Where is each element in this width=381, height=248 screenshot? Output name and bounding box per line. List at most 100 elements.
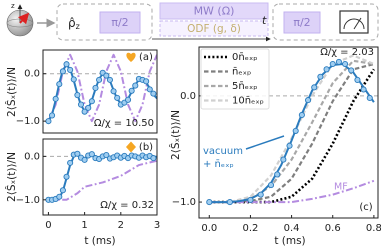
data-point	[366, 94, 373, 102]
pulse-label: π/2	[111, 16, 128, 29]
legend-label: 10n̄ₑₓₚ	[232, 96, 264, 107]
data-point	[103, 152, 110, 159]
y-axis-label: 2⟨Ŝₓ(t)⟩/N	[5, 152, 18, 202]
detector-icon	[339, 10, 369, 34]
data-point	[150, 90, 157, 97]
x-tick-label: 1	[81, 220, 87, 231]
data-point	[311, 84, 318, 91]
data-point	[150, 155, 157, 162]
y-tick-label: 0.0	[24, 69, 40, 80]
vacuum-label: vacuum	[203, 146, 243, 157]
legend-box	[200, 48, 270, 110]
y-axis-label: 2⟨Ŝₓ(t)⟩/N	[169, 110, 182, 160]
pulse-label: π/2	[293, 16, 310, 29]
y-axis-label: 2⟨Ŝₓ(t)⟩/N	[5, 67, 18, 117]
heart-icon	[126, 52, 136, 62]
data-point	[280, 156, 287, 163]
annotation: Ω/χ = 2.03	[320, 47, 374, 58]
vacuum-label: + n̄ₑₓₚ	[203, 159, 234, 170]
data-point	[52, 95, 59, 102]
x-tick-label: 0	[45, 220, 51, 231]
data-point	[59, 187, 66, 194]
mf-label: MF	[334, 182, 348, 193]
data-point	[132, 82, 139, 89]
data-point	[274, 171, 281, 178]
x-tick-label: 0.0	[201, 223, 217, 234]
data-point	[81, 156, 88, 163]
data-point	[63, 61, 70, 68]
data-point	[360, 86, 367, 93]
data-point	[146, 86, 153, 93]
y-tick-label: −1.0	[16, 116, 40, 127]
data-point	[267, 182, 275, 189]
plot-frame	[42, 49, 158, 134]
data-point	[257, 191, 264, 198]
data-point	[247, 196, 254, 203]
data-point	[67, 159, 74, 166]
data-point	[70, 76, 77, 83]
data-point	[48, 112, 56, 119]
data-point	[298, 111, 305, 119]
data-point	[114, 94, 121, 101]
mw-box	[159, 2, 269, 20]
data-point	[286, 142, 293, 149]
data-point	[74, 92, 81, 99]
panel-label: (b)	[139, 142, 153, 153]
data-point	[354, 76, 361, 83]
data-point	[67, 66, 74, 73]
series-line	[209, 179, 375, 204]
annotation: Ω/χ = 0.32	[100, 200, 154, 211]
data-point	[317, 73, 324, 80]
pulse-box	[283, 11, 321, 34]
panel-label: (a)	[139, 52, 153, 63]
x-axis-label: t (ms)	[274, 235, 305, 247]
panel-label: (c)	[359, 202, 372, 213]
x-axis-label: t (ms)	[84, 235, 115, 247]
x-tick-label: 0.8	[366, 223, 381, 234]
y-tick-label: 0.0	[24, 151, 40, 162]
series-line	[209, 59, 375, 204]
data-point	[348, 67, 355, 74]
time-label: t	[262, 14, 267, 27]
data-point	[85, 104, 92, 111]
data-point	[304, 97, 312, 104]
plot-area	[43, 150, 157, 203]
series-line	[209, 68, 375, 204]
rho-symbol: ρ̂	[68, 16, 76, 30]
data-point	[77, 101, 85, 108]
data-point	[45, 118, 52, 125]
data-point	[226, 199, 233, 206]
series-line	[48, 159, 157, 201]
data-point	[342, 60, 349, 68]
plot-area	[199, 54, 378, 206]
data-point	[206, 199, 213, 206]
data-point	[128, 87, 135, 94]
z-label: z	[11, 2, 15, 10]
schematic: z ρ̂z π/2 MW (Ω) ODF (g, δ) t π/2	[6, 2, 379, 42]
legend-label: 5n̄ₑₓₚ	[232, 81, 258, 92]
pulse-box	[99, 11, 141, 34]
data-point	[110, 88, 117, 95]
legend-label: 0n̄ₑₓₚ	[232, 52, 258, 63]
detector-needle	[353, 17, 362, 30]
spin-arrow	[17, 12, 30, 25]
plot-frame	[42, 138, 158, 216]
x-tick-label: 0.4	[284, 223, 300, 234]
data-point	[323, 66, 330, 73]
data-point	[103, 72, 110, 79]
data-point	[106, 76, 114, 83]
plot-frame	[198, 46, 379, 219]
vacuum-pointer	[245, 135, 285, 150]
data-point	[143, 78, 150, 85]
data-point	[88, 151, 95, 158]
readout-box	[272, 3, 379, 41]
data-point	[56, 193, 63, 200]
y-tick-label: −1.0	[172, 197, 196, 208]
odf-box	[159, 20, 269, 37]
plot-area	[43, 53, 157, 125]
legend-label: n̄ₑₓₚ	[232, 67, 251, 78]
rho-label: ρ̂z	[68, 16, 80, 31]
y-tick-label: 0.0	[180, 91, 196, 102]
rho-subscript: z	[76, 22, 80, 31]
